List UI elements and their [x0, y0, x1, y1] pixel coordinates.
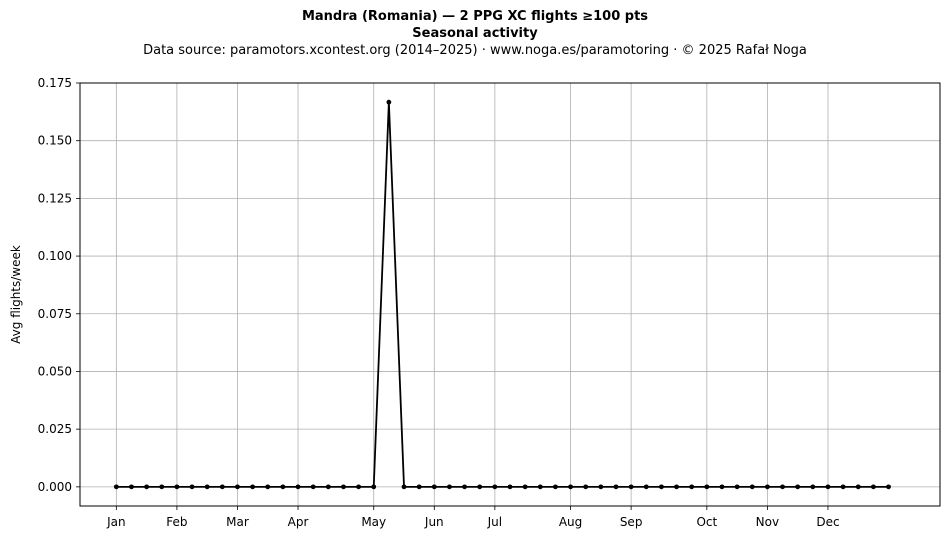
data-point	[219, 484, 225, 490]
x-tick-label: Oct	[696, 515, 717, 529]
data-point	[583, 484, 589, 490]
data-point	[295, 484, 301, 490]
data-point	[265, 484, 271, 490]
grid-lines	[80, 82, 940, 506]
x-tick-label: Dec	[816, 515, 839, 529]
chart-title: Mandra (Romania) — 2 PPG XC flights ≥100…	[301, 9, 649, 24]
data-point	[719, 484, 725, 490]
data-point	[144, 484, 150, 490]
x-tick-label: Jul	[487, 515, 502, 529]
data-point	[764, 484, 770, 490]
series-line	[116, 101, 889, 488]
data-point	[537, 484, 543, 490]
data-point	[371, 484, 377, 490]
data-point	[447, 484, 452, 490]
data-point	[356, 484, 361, 490]
data-point	[280, 484, 286, 490]
data-point	[855, 484, 861, 490]
data-point	[204, 484, 210, 490]
data-point	[341, 484, 346, 490]
data-point	[401, 484, 407, 490]
x-axis: Jan Feb Mar Apr May Jun Jul Aug Sep Oct Nov Dec	[106, 506, 840, 529]
y-tick-label: 0.075	[38, 307, 72, 321]
data-point	[431, 484, 437, 490]
data-source-note: Data source: paramotors.xcontest.org (20…	[143, 43, 807, 58]
x-tick-label: Aug	[559, 515, 582, 529]
y-tick-label: 0.150	[38, 134, 72, 148]
data-point	[235, 484, 240, 490]
data-point	[477, 484, 483, 490]
y-tick-label: 0.125	[38, 191, 72, 205]
x-tick-label: Sep	[620, 515, 643, 529]
data-point	[462, 484, 467, 490]
y-axis: 0.000 0.025 0.050 0.075 0.100 0.125 0.150 0.175	[38, 76, 80, 494]
series-layer	[113, 99, 891, 490]
data-point	[507, 484, 513, 490]
data-point	[674, 484, 679, 490]
y-tick-label: 0.025	[38, 422, 72, 436]
data-point	[174, 484, 180, 490]
data-point	[734, 484, 740, 490]
data-point	[492, 484, 498, 490]
x-tick-label: Jun	[424, 515, 444, 529]
data-point	[568, 484, 573, 490]
data-point	[870, 484, 876, 490]
plot-frame	[79, 82, 941, 507]
data-point	[598, 484, 604, 490]
data-point	[522, 484, 528, 490]
data-point	[386, 99, 392, 105]
data-point	[628, 484, 634, 490]
x-tick-label: Mar	[226, 515, 249, 529]
data-point	[310, 484, 316, 490]
data-point	[613, 484, 619, 490]
data-point	[250, 484, 256, 490]
data-point	[886, 484, 891, 490]
data-point	[416, 484, 422, 490]
data-point	[825, 484, 831, 490]
data-point	[780, 484, 785, 490]
data-point	[113, 484, 119, 490]
y-tick-label: 0.000	[38, 480, 72, 494]
data-point	[689, 484, 695, 490]
data-point	[553, 484, 558, 490]
data-point	[325, 484, 331, 490]
data-point	[810, 484, 816, 490]
x-tick-label: Jan	[106, 515, 126, 529]
y-tick-label: 0.050	[38, 364, 72, 378]
y-tick-label: 0.100	[38, 249, 72, 263]
chart-subtitle: Seasonal activity	[412, 26, 538, 41]
y-axis-label: Avg flights/week	[9, 245, 23, 344]
y-tick-label: 0.175	[38, 76, 72, 90]
data-point	[749, 484, 755, 490]
data-point	[704, 484, 710, 490]
data-point	[795, 484, 801, 490]
data-point	[840, 484, 846, 490]
data-point	[189, 484, 195, 490]
x-tick-label: Apr	[288, 515, 309, 529]
data-point	[159, 484, 165, 490]
data-point	[659, 484, 664, 490]
data-point	[643, 484, 649, 490]
data-point	[129, 484, 134, 490]
x-tick-label: Feb	[166, 515, 187, 529]
x-tick-label: Nov	[756, 515, 779, 529]
x-tick-label: May	[361, 515, 386, 529]
